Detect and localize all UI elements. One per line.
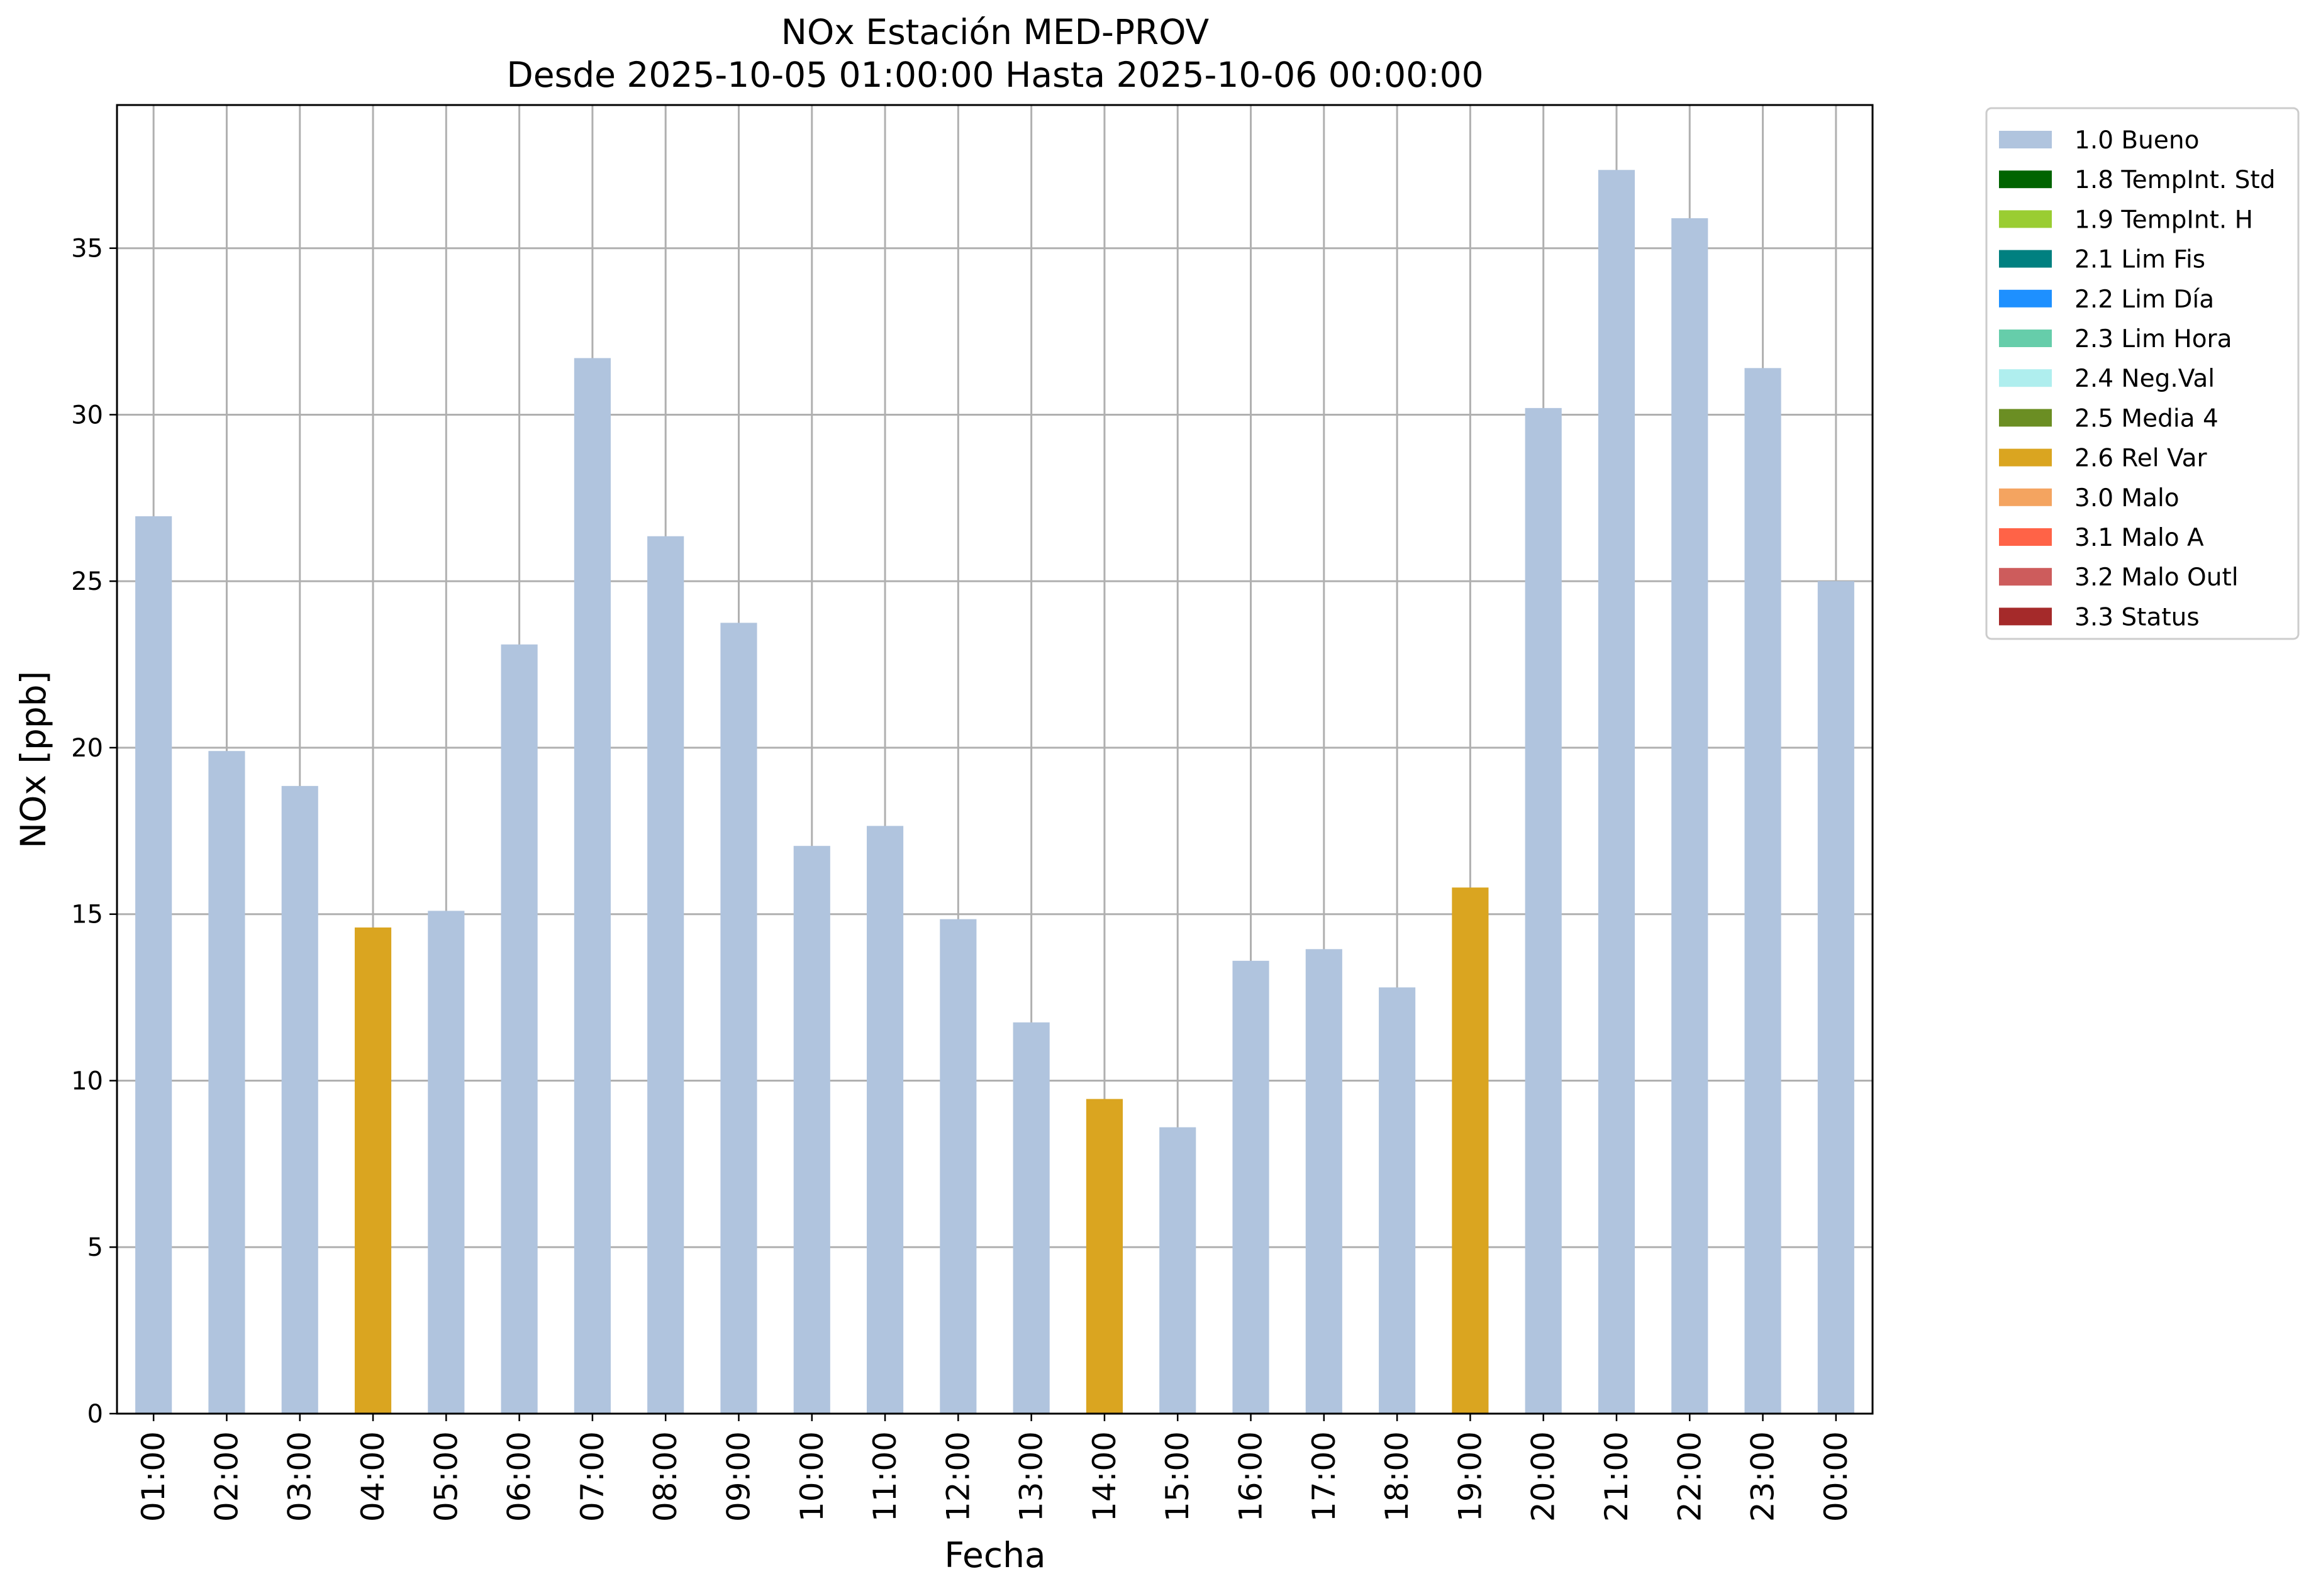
x-axis-label: Fecha (944, 1535, 1045, 1575)
legend-swatch (1999, 448, 2052, 467)
bar-0700 (574, 358, 611, 1414)
bar-0600 (501, 644, 538, 1414)
bar-0400 (354, 927, 392, 1414)
legend-swatch (1999, 568, 2052, 586)
axis-ticks: 0 5 10 15 20 25 30 35 01:00 02:00 03:00 04:00 05:00 0… (71, 235, 1854, 1522)
bar-1400 (1086, 1099, 1123, 1414)
legend-label: 3.2 Malo Outl (2074, 563, 2239, 592)
x-tick-label: 17:00 (1306, 1431, 1342, 1522)
x-tick-label: 19:00 (1452, 1431, 1488, 1522)
legend-swatch (1999, 528, 2052, 546)
legend-label: 3.1 Malo A (2074, 524, 2204, 552)
legend-label: 2.4 Neg.Val (2074, 365, 2215, 393)
legend: 1.0 Bueno 1.8 TempInt. Std 1.9 TempInt. H 2… (1985, 107, 2300, 640)
bar-0300 (281, 785, 318, 1414)
bar-0500 (428, 911, 465, 1414)
bar-1600 (1232, 960, 1269, 1414)
bar-1100 (866, 826, 904, 1414)
legend-label: 2.1 Lim Fis (2074, 246, 2205, 274)
bar-1200 (940, 919, 977, 1414)
legend-label: 2.6 Rel Var (2074, 445, 2208, 473)
bar-2300 (1744, 368, 1781, 1414)
x-tick-label: 06:00 (501, 1431, 538, 1522)
y-tick-label: 30 (71, 401, 103, 429)
x-tick-label: 10:00 (794, 1431, 830, 1522)
x-tick-label: 22:00 (1671, 1431, 1708, 1522)
legend-box (1985, 107, 2300, 640)
bar-2000 (1525, 407, 1562, 1414)
bar-1500 (1159, 1127, 1196, 1414)
legend-label: 1.8 TempInt. Std (2074, 166, 2275, 194)
legend-label: 2.3 Lim Hora (2074, 325, 2232, 353)
y-tick-label: 20 (71, 734, 103, 763)
bar-2200 (1671, 218, 1708, 1414)
bar-0900 (720, 623, 757, 1414)
x-tick-label: 16:00 (1233, 1431, 1269, 1522)
legend-label: 2.5 Media 4 (2074, 404, 2219, 433)
y-tick-label: 15 (71, 901, 103, 929)
x-tick-label: 21:00 (1598, 1431, 1635, 1522)
legend-swatch (1999, 369, 2052, 387)
bar-1300 (1013, 1022, 1050, 1414)
x-tick-label: 13:00 (1013, 1431, 1050, 1522)
chart-subtitle: Desde 2025-10-05 01:00:00 Hasta 2025-10-… (506, 55, 1483, 95)
bars (135, 170, 1854, 1414)
bar-0200 (208, 751, 245, 1414)
bar-2100 (1598, 170, 1635, 1414)
legend-swatch (1999, 488, 2052, 506)
bar-1900 (1452, 887, 1489, 1414)
x-tick-label: 01:00 (135, 1431, 172, 1522)
legend-swatch (1999, 170, 2052, 189)
y-tick-label: 35 (71, 235, 103, 263)
x-tick-label: 02:00 (208, 1431, 245, 1522)
bar-0000 (1817, 581, 1854, 1414)
y-tick-label: 5 (87, 1233, 103, 1262)
x-tick-label: 07:00 (574, 1431, 611, 1522)
bar-0800 (647, 536, 684, 1414)
x-tick-label: 18:00 (1379, 1431, 1415, 1522)
x-tick-label: 23:00 (1745, 1431, 1781, 1522)
legend-label: 1.9 TempInt. H (2074, 206, 2253, 234)
x-tick-label: 14:00 (1086, 1431, 1123, 1522)
x-tick-label: 04:00 (355, 1431, 391, 1522)
x-tick-label: 09:00 (720, 1431, 757, 1522)
x-tick-label: 03:00 (282, 1431, 318, 1522)
x-tick-label: 15:00 (1159, 1431, 1196, 1522)
chart-title: NOx Estación MED-PROV (781, 12, 1210, 52)
y-tick-label: 0 (87, 1400, 103, 1429)
legend-swatch (1999, 210, 2052, 228)
y-tick-label: 10 (71, 1067, 103, 1095)
x-tick-label: 20:00 (1525, 1431, 1562, 1522)
bar-1700 (1305, 949, 1342, 1414)
bar-0100 (135, 516, 172, 1414)
x-tick-label: 05:00 (428, 1431, 464, 1522)
bar-1800 (1379, 987, 1416, 1414)
y-tick-label: 25 (71, 567, 103, 596)
legend-swatch (1999, 607, 2052, 626)
legend-swatch (1999, 330, 2052, 347)
x-tick-label: 11:00 (867, 1431, 903, 1522)
legend-label: 2.2 Lim Día (2074, 285, 2214, 314)
legend-label: 3.3 Status (2074, 603, 2200, 631)
legend-swatch (1999, 250, 2052, 268)
x-tick-label: 00:00 (1818, 1431, 1854, 1522)
plot-frame (116, 104, 1874, 1415)
bar-1000 (793, 846, 830, 1414)
x-tick-label: 08:00 (647, 1431, 684, 1522)
legend-swatch (1999, 131, 2052, 148)
legend-swatch (1999, 289, 2052, 308)
legend-swatch (1999, 409, 2052, 427)
legend-label: 1.0 Bueno (2074, 126, 2199, 155)
y-axis-label: NOx [ppb] (13, 671, 53, 848)
legend-label: 3.0 Malo (2074, 484, 2180, 513)
x-tick-label: 12:00 (940, 1431, 976, 1522)
